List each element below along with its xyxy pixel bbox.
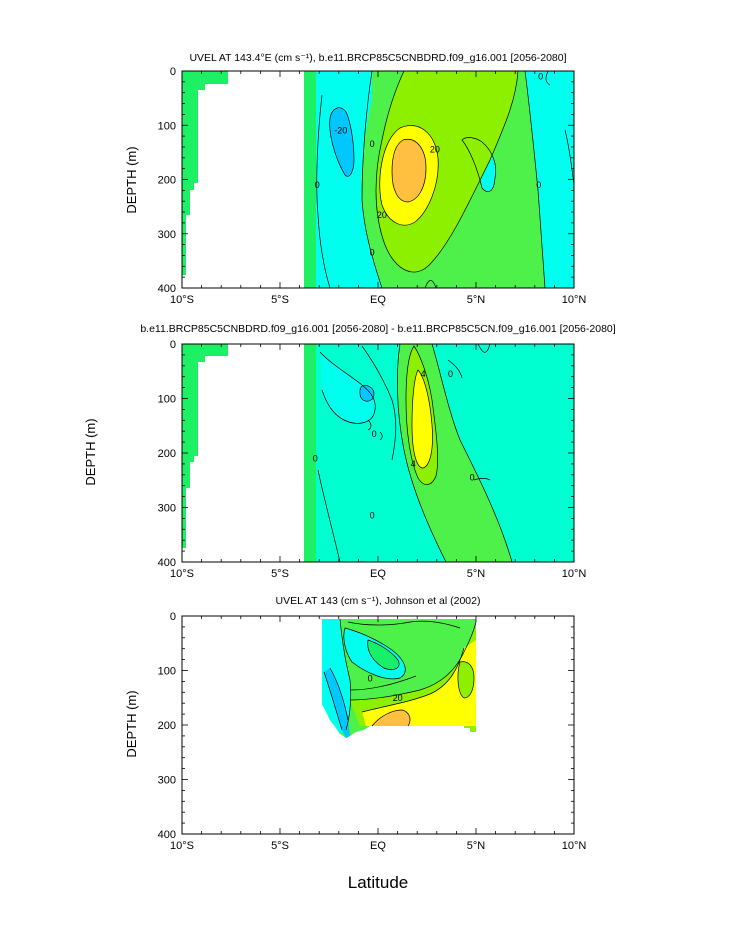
y-tick-label: 200 xyxy=(158,448,176,460)
contour-label: 0 xyxy=(313,453,318,463)
contour-label: 4 xyxy=(421,369,426,379)
contour-label: -20 xyxy=(334,126,347,136)
contour-label: 20 xyxy=(393,693,403,703)
x-tick-label: 10°N xyxy=(562,840,587,852)
contour-label: 0 xyxy=(372,429,377,439)
contour-label: 0 xyxy=(470,473,475,483)
y-tick-label: 100 xyxy=(158,120,176,132)
panel-2-contours xyxy=(317,343,513,563)
y-tick-label: 100 xyxy=(158,394,176,406)
panel-3-contour-labels: 0 20 xyxy=(368,674,403,703)
x-tick-label: 10°S xyxy=(170,840,194,852)
panel-3-middle-core xyxy=(367,640,400,670)
x-tick-label: 10°S xyxy=(170,568,194,580)
panel-3-title: UVEL AT 143 (cm s⁻¹), Johnson et al (200… xyxy=(276,595,481,607)
contour-label: 0 xyxy=(368,674,373,684)
panel-2-contour-labels: 4 0 0 0 4 0 0 xyxy=(313,369,475,521)
panel-1-westward-core xyxy=(329,107,354,177)
x-tick-label: EQ xyxy=(370,840,386,852)
x-tick-label: 5°N xyxy=(467,294,486,306)
x-tick-label: 10°N xyxy=(562,294,587,306)
x-tick-label: 5°S xyxy=(271,294,289,306)
panel-3: UVEL AT 143 (cm s⁻¹), Johnson et al (200… xyxy=(124,595,586,852)
panel-2-cyan-core xyxy=(359,385,374,402)
contour-label: 0 xyxy=(370,248,375,258)
y-tick-label: 200 xyxy=(158,175,176,187)
x-tick-label: 10°S xyxy=(170,294,194,306)
panel-2: b.e11.BRCP85C5CNBDRD.f09_g16.001 [2056-2… xyxy=(83,323,616,580)
contour-label: 4 xyxy=(411,459,416,469)
y-tick-label: 400 xyxy=(158,557,176,569)
panel-3-ylabel: DEPTH (m) xyxy=(124,690,139,757)
x-tick-label: 5°N xyxy=(467,568,486,580)
y-tick-label: 400 xyxy=(158,283,176,295)
y-tick-label: 300 xyxy=(158,229,176,241)
panel-1: UVEL AT 143.4°E (cm s⁻¹), b.e11.BRCP85C5… xyxy=(124,52,586,306)
contour-label: 0 xyxy=(536,180,541,190)
y-tick-label: 400 xyxy=(158,829,176,841)
contour-label: 0 xyxy=(448,369,453,379)
panel-2-cyan-region xyxy=(320,352,376,424)
y-tick-label: 0 xyxy=(170,339,176,351)
y-tick-label: 100 xyxy=(158,666,176,678)
panel-2-missing-region xyxy=(182,344,310,562)
panel-3-east-lime xyxy=(457,661,474,698)
contour-label: 0 xyxy=(370,511,375,521)
panel-2-title: b.e11.BRCP85C5CNBDRD.f09_g16.001 [2056-2… xyxy=(140,323,615,335)
y-tick-label: 300 xyxy=(158,775,176,787)
panel-3-contours xyxy=(323,618,477,731)
x-tick-label: 5°N xyxy=(467,840,486,852)
panel-3-yellow-region xyxy=(362,640,476,726)
x-tick-label: 10°N xyxy=(562,568,587,580)
panel-1-land-left xyxy=(182,71,228,275)
y-tick-label: 0 xyxy=(170,611,176,623)
contour-label: 20 xyxy=(377,210,387,220)
x-tick-label: 5°S xyxy=(271,568,289,580)
panel-2-land-shelf xyxy=(304,344,316,562)
contour-label: 0 xyxy=(315,180,320,190)
panel-1-title: UVEL AT 143.4°E (cm s⁻¹), b.e11.BRCP85C5… xyxy=(189,52,566,64)
contour-label: 0 xyxy=(370,139,375,149)
panel-1-land-shelf xyxy=(304,71,316,288)
contour-label: 20 xyxy=(430,145,440,155)
x-axis-label: Latitude xyxy=(348,873,409,892)
panel-2-ylabel: DEPTH (m) xyxy=(83,418,98,485)
panel-2-yellow-core xyxy=(412,370,433,468)
panel-1-missing-region xyxy=(182,71,310,288)
panel-3-orange-core xyxy=(372,710,410,726)
panel-1-ylabel: DEPTH (m) xyxy=(124,146,139,213)
panel-1-contour-labels: -20 0 0 0 20 20 0 0 xyxy=(315,71,543,258)
contour-label: 0 xyxy=(538,71,543,81)
panel-3-cyan-core xyxy=(324,668,350,738)
y-tick-label: 300 xyxy=(158,503,176,515)
y-tick-label: 0 xyxy=(170,66,176,78)
panel-2-land-left xyxy=(182,344,228,548)
x-tick-label: 5°S xyxy=(271,840,289,852)
x-tick-label: EQ xyxy=(370,294,386,306)
panel-1-orange-core xyxy=(392,139,426,202)
y-tick-label: 200 xyxy=(158,720,176,732)
x-tick-label: EQ xyxy=(370,568,386,580)
panel-1-contours xyxy=(316,70,575,289)
